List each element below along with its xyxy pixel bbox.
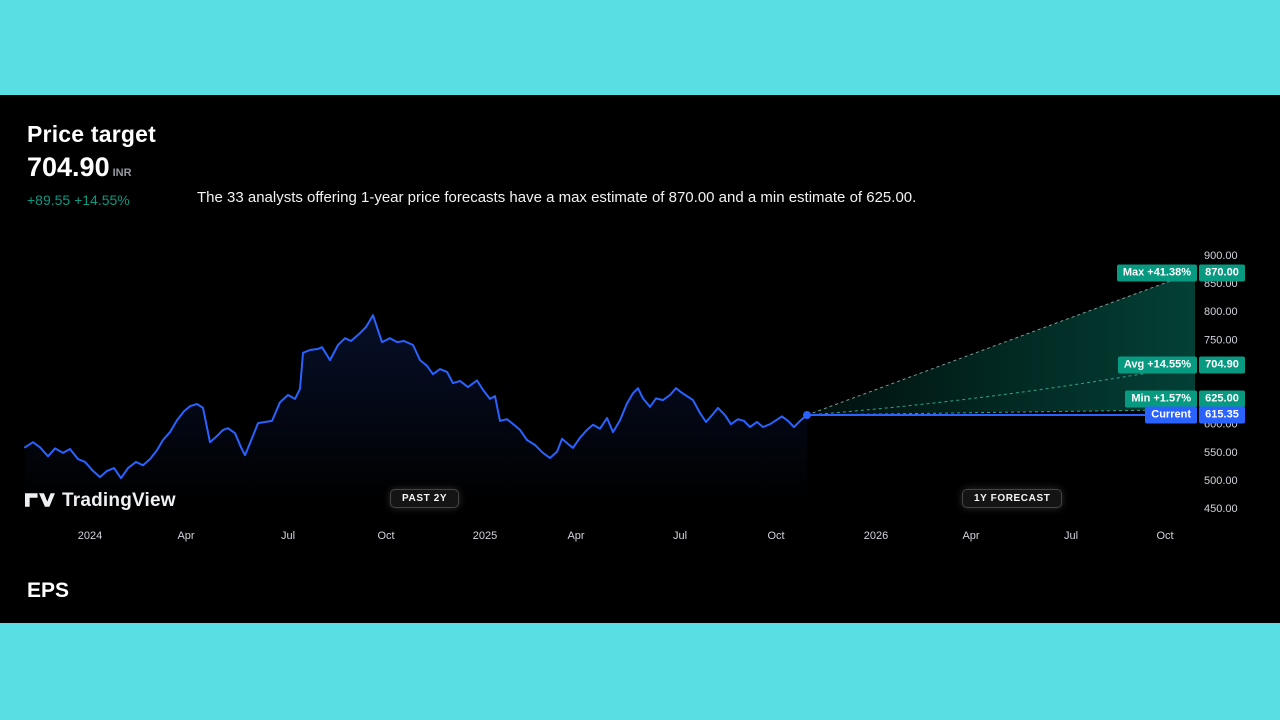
price-currency: INR: [112, 167, 132, 179]
page-title: Price target: [27, 121, 156, 147]
price-row: 704.90 INR: [27, 152, 132, 183]
svg-text:Oct: Oct: [1156, 530, 1173, 542]
svg-text:Jul: Jul: [1064, 530, 1078, 542]
svg-text:2025: 2025: [473, 530, 497, 542]
svg-text:Oct: Oct: [377, 530, 394, 542]
svg-text:2024: 2024: [78, 530, 102, 542]
svg-text:Apr: Apr: [567, 530, 584, 542]
svg-text:550.00: 550.00: [1204, 447, 1238, 459]
estimate-price-min: 625.00: [1199, 390, 1245, 408]
tradingview-logo[interactable]: TradingView: [25, 490, 176, 512]
estimate-label-min: Min +1.57%: [1125, 390, 1197, 408]
svg-text:2026: 2026: [864, 530, 888, 542]
svg-text:Jul: Jul: [673, 530, 687, 542]
svg-text:Apr: Apr: [177, 530, 194, 542]
past-period-badge: PAST 2Y: [390, 489, 460, 508]
svg-text:Apr: Apr: [962, 530, 979, 542]
price-change: +89.55 +14.55%: [27, 192, 130, 208]
svg-text:450.00: 450.00: [1204, 503, 1238, 515]
estimate-label-max: Max +41.38%: [1116, 264, 1197, 282]
tradingview-logo-icon: [25, 493, 55, 507]
svg-text:750.00: 750.00: [1204, 334, 1238, 346]
chart-canvas: 900.00850.00800.00750.00600.00550.00500.…: [24, 250, 1238, 542]
svg-text:900.00: 900.00: [1204, 250, 1238, 262]
price-value: 704.90: [27, 152, 110, 182]
svg-text:500.00: 500.00: [1204, 475, 1238, 487]
estimate-price-max: 870.00: [1199, 264, 1245, 282]
tradingview-logo-text: TradingView: [62, 490, 176, 511]
eps-section-heading: EPS: [27, 579, 70, 602]
svg-text:800.00: 800.00: [1204, 306, 1238, 318]
estimate-price-current: 615.35: [1199, 406, 1245, 424]
estimate-label-avg: Avg +14.55%: [1117, 356, 1197, 374]
svg-text:Jul: Jul: [281, 530, 295, 542]
estimate-label-current: Current: [1145, 406, 1197, 424]
svg-text:Oct: Oct: [767, 530, 784, 542]
analyst-description: The 33 analysts offering 1-year price fo…: [197, 189, 917, 206]
estimate-price-avg: 704.90: [1199, 356, 1245, 374]
forecast-chart[interactable]: 900.00 850.00 800.00 750.00 600.00 550.00 500.…: [0, 95, 1280, 623]
forecast-period-badge: 1Y FORECAST: [962, 489, 1063, 508]
price-target-panel: Price target 704.90 INR +89.55 +14.55% Th…: [0, 95, 1280, 623]
